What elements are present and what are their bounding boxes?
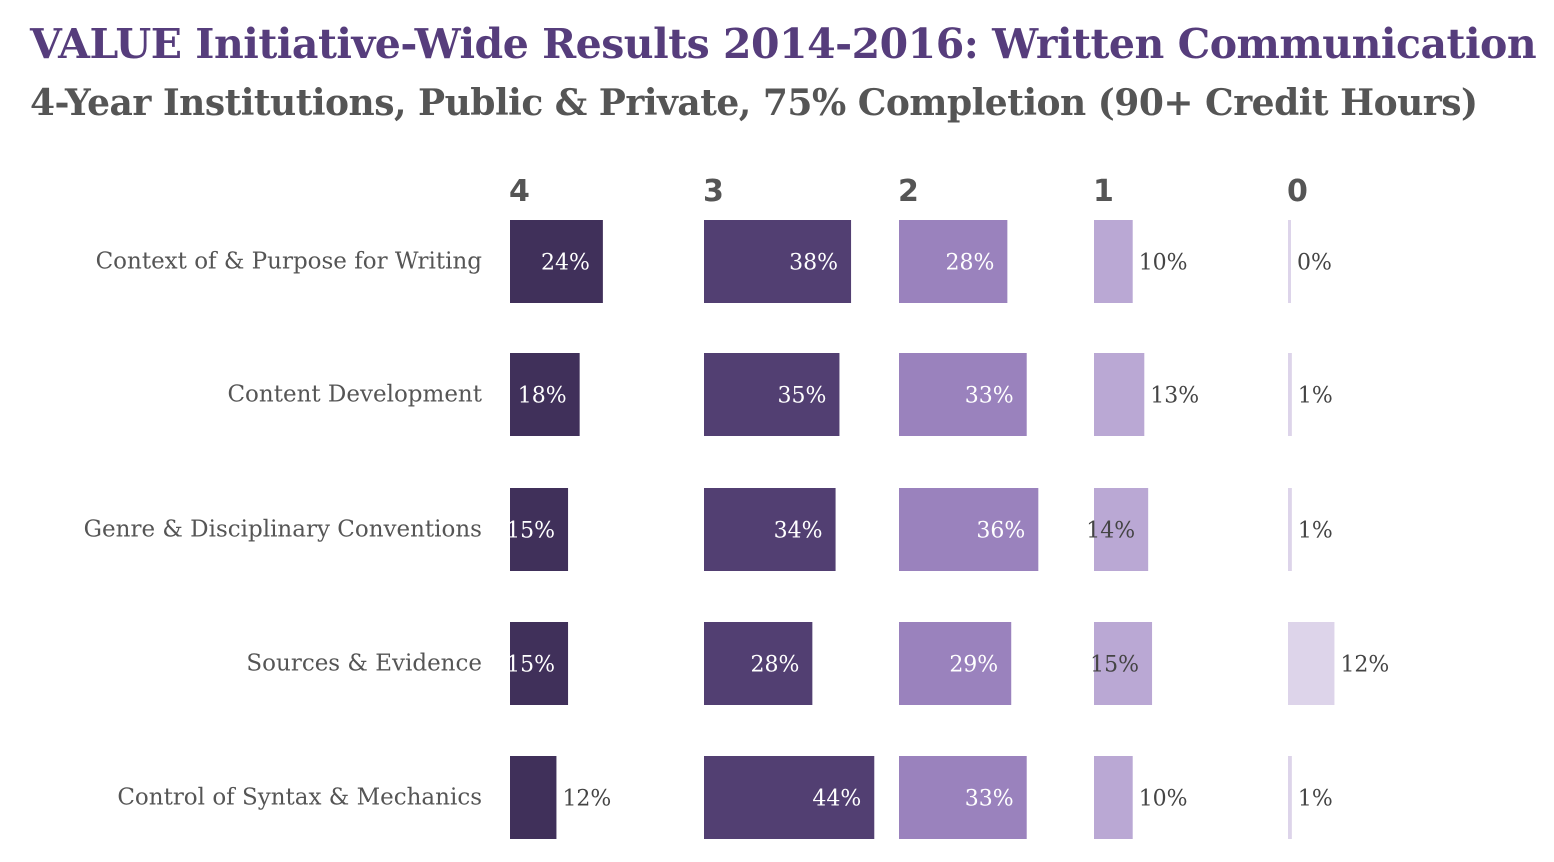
data-label: 35% xyxy=(778,384,827,409)
data-label: 10% xyxy=(1139,787,1188,812)
bar xyxy=(1288,622,1335,705)
data-label: 15% xyxy=(1090,653,1139,678)
row-label: Context of & Purpose for Writing xyxy=(96,249,483,275)
data-label: 33% xyxy=(965,787,1014,812)
data-label: 10% xyxy=(1139,251,1188,276)
bar xyxy=(1288,756,1292,839)
bar xyxy=(510,353,580,436)
data-label: 29% xyxy=(949,653,998,678)
data-label: 13% xyxy=(1150,384,1199,409)
column-headers: 4 3 2 1 0 xyxy=(509,174,1308,209)
column-header-1: 1 xyxy=(1093,174,1114,209)
bar xyxy=(704,756,875,839)
bar xyxy=(1288,220,1291,303)
bar xyxy=(510,220,603,303)
bar xyxy=(704,220,852,303)
row-label: Sources & Evidence xyxy=(246,651,482,677)
column-header-2: 2 xyxy=(898,174,919,209)
bar xyxy=(704,488,836,571)
bar xyxy=(1094,756,1133,839)
bar xyxy=(510,488,569,571)
bar xyxy=(1094,622,1153,705)
bar xyxy=(1288,353,1292,436)
column-header-3: 3 xyxy=(703,174,724,209)
bar xyxy=(1094,488,1149,571)
data-label: 0% xyxy=(1297,251,1332,276)
data-label: 1% xyxy=(1298,519,1333,544)
data-label: 15% xyxy=(506,519,555,544)
bar xyxy=(704,353,840,436)
data-label: 38% xyxy=(789,251,838,276)
bar xyxy=(1288,488,1292,571)
bars xyxy=(510,220,1335,839)
bar xyxy=(899,756,1027,839)
data-label: 36% xyxy=(976,519,1025,544)
data-label: 15% xyxy=(506,653,555,678)
data-label: 24% xyxy=(541,251,590,276)
data-labels: 24% 18% 15% 15% 12% 38% 35% 34% 28% 44% 28% 33% 36% 2… xyxy=(506,251,1389,812)
column-header-4: 4 xyxy=(509,174,530,209)
data-label: 34% xyxy=(774,519,823,544)
chart-subtitle: 4-Year Institutions, Public & Private, 7… xyxy=(30,82,1478,124)
bar xyxy=(510,622,569,705)
row-label: Content Development xyxy=(227,382,482,408)
data-label: 1% xyxy=(1298,787,1333,812)
row-label: Genre & Disciplinary Conventions xyxy=(84,517,482,543)
column-header-0: 0 xyxy=(1287,174,1308,209)
bar xyxy=(899,220,1008,303)
bar xyxy=(510,756,557,839)
data-label: 12% xyxy=(562,787,611,812)
bar xyxy=(1094,353,1145,436)
data-label: 14% xyxy=(1086,519,1135,544)
bar xyxy=(899,353,1027,436)
data-label: 33% xyxy=(965,384,1014,409)
data-label: 1% xyxy=(1298,384,1333,409)
bar xyxy=(899,488,1039,571)
data-label: 18% xyxy=(518,384,567,409)
data-label: 12% xyxy=(1340,653,1389,678)
row-labels: Context of & Purpose for Writing Content … xyxy=(84,249,483,811)
bar xyxy=(704,622,813,705)
bar xyxy=(1094,220,1133,303)
bar xyxy=(899,622,1012,705)
data-label: 44% xyxy=(812,787,861,812)
row-label: Control of Syntax & Mechanics xyxy=(117,785,482,811)
data-label: 28% xyxy=(945,251,994,276)
chart-title: VALUE Initiative-Wide Results 2014-2016:… xyxy=(30,20,1537,68)
data-label: 28% xyxy=(750,653,799,678)
